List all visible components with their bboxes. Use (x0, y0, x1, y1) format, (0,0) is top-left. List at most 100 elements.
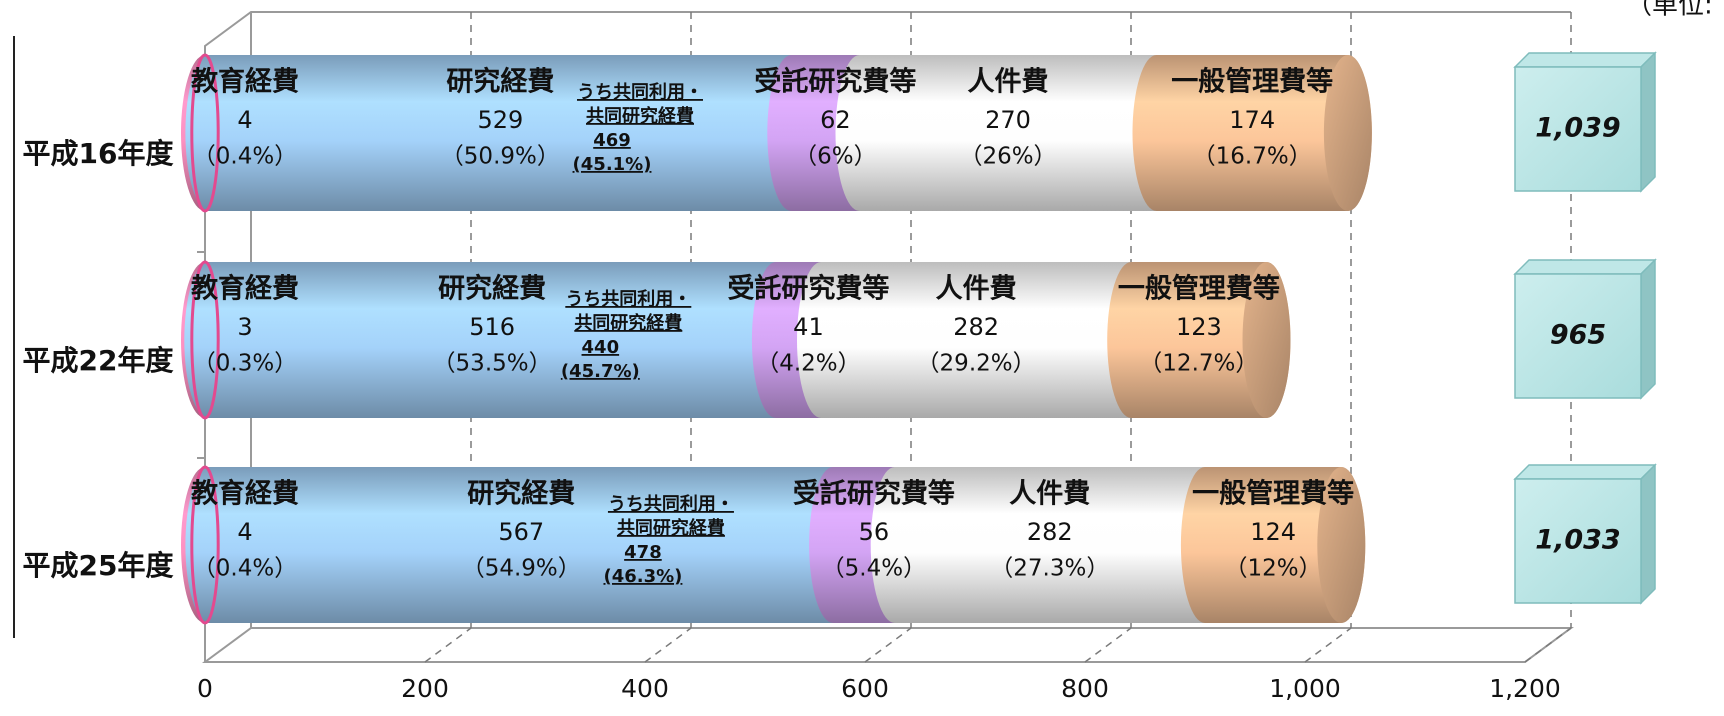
bar-segment (1132, 55, 1372, 211)
segment-percent: （4.2%） (756, 351, 860, 377)
total-box-top (1513, 259, 1657, 275)
segment-percent: （0.4%） (193, 556, 297, 582)
segment-value: 56 (859, 518, 890, 546)
segment-name: 一般管理費等 (1118, 273, 1280, 305)
bar-end-cap (1323, 55, 1372, 211)
bar-segment (185, 55, 816, 211)
bar-start-cap (190, 260, 220, 420)
sub-label: 共同研究経費 (574, 312, 682, 334)
segment-percent: （5.4%） (822, 556, 926, 582)
sub-label: 共同研究経費 (617, 517, 725, 539)
bar-segment (184, 262, 800, 418)
sub-label: うち共同利用・ (577, 81, 703, 103)
gridline-floor (864, 627, 912, 663)
sub-value: 440 (582, 337, 620, 358)
x-tick-label: 400 (621, 674, 669, 703)
segment-name: 一般管理費等 (1192, 478, 1354, 510)
bar-end-cap (1317, 467, 1366, 623)
segment-value: 4 (237, 518, 252, 546)
x-tick-label: 1,200 (1489, 674, 1561, 703)
segment-name: 一般管理費等 (1171, 66, 1333, 98)
total-value: 965 (1550, 320, 1606, 351)
category-label: 平成22年度 (23, 344, 174, 377)
total-value: 1,039 (1535, 113, 1620, 144)
segment-percent: （12.7%） (1139, 351, 1258, 377)
bar-segment (870, 467, 1229, 623)
segment-name: 教育経費 (191, 66, 299, 98)
gridline-floor (644, 627, 692, 663)
total-box-side (1640, 51, 1656, 193)
total-box-side (1640, 258, 1656, 400)
x-tick-label: 200 (401, 674, 449, 703)
sub-percent: (45.1%) (573, 154, 652, 175)
segment-name: 受託研究費等 (754, 66, 916, 98)
segment-name: 研究経費 (438, 273, 546, 305)
bar-start-cap (190, 465, 220, 625)
segment-percent: （0.3%） (193, 351, 297, 377)
total-value: 1,033 (1535, 525, 1620, 556)
totals: 1,039 965 1,033 (1513, 51, 1657, 605)
segment-percent: （29.2%） (917, 351, 1036, 377)
segment-name: 教育経費 (191, 273, 299, 305)
segment-value: 3 (237, 313, 252, 341)
bar-segment (1107, 262, 1291, 418)
segment-name: 人件費 (1009, 479, 1090, 510)
segment-percent: （53.5%） (433, 351, 552, 377)
total-box-top (1513, 464, 1657, 480)
gridline-floor (1304, 627, 1352, 663)
segment-value: 282 (1027, 518, 1073, 546)
segment-name: 教育経費 (191, 478, 299, 510)
bar-segment (797, 262, 1156, 418)
gridline-floor (424, 627, 472, 663)
segment-value: 41 (793, 313, 824, 341)
x-tick-label: 0 (197, 674, 213, 703)
segment-percent: （26%） (959, 144, 1056, 170)
category-label: 平成16年度 (23, 137, 174, 170)
total-box: 965 (1513, 258, 1657, 400)
segment-value: 270 (985, 106, 1031, 134)
gridline-floor (1524, 627, 1572, 663)
sub-label: 共同研究経費 (586, 105, 694, 127)
x-tick-label: 1,000 (1269, 674, 1341, 703)
segment-percent: （27.3%） (990, 556, 1109, 582)
segment-value: 529 (477, 106, 523, 134)
sub-value: 478 (624, 542, 662, 563)
total-box-top (1513, 52, 1657, 68)
total-box-face (1514, 66, 1642, 192)
segment-name: 受託研究費等 (727, 273, 889, 305)
total-box: 1,039 (1513, 51, 1657, 193)
bar-start-cap (190, 53, 220, 213)
total-box-face (1514, 478, 1642, 604)
segment-name: 受託研究費等 (793, 478, 955, 510)
total-box-side (1640, 463, 1656, 605)
segment-value: 174 (1229, 106, 1275, 134)
sub-percent: (45.7%) (561, 361, 640, 382)
segment-value: 567 (498, 518, 544, 546)
segment-name: 研究経費 (446, 66, 554, 98)
segment-value: 124 (1250, 518, 1296, 546)
total-box-face (1514, 273, 1642, 399)
x-tick-label: 600 (841, 674, 889, 703)
segment-percent: （50.9%） (441, 144, 560, 170)
total-box: 1,033 (1513, 463, 1657, 605)
segment-labels: 教育経費 4 （0.4%） 研究経費 529 （50.9%） 受託研究費等 62 （6%） 人件費… (191, 66, 1354, 588)
gridline-floor (1084, 627, 1132, 663)
segment-percent: （0.4%） (193, 144, 297, 170)
segment-percent: （54.9%） (462, 556, 581, 582)
segment-name: 研究経費 (467, 478, 575, 510)
unit-label: （単位: (1626, 0, 1713, 21)
category-label: 平成25年度 (23, 549, 174, 582)
segment-name: 人件費 (936, 274, 1017, 305)
segment-value: 123 (1176, 313, 1222, 341)
sub-label: うち共同利用・ (608, 493, 734, 515)
sub-value: 469 (593, 130, 631, 151)
segment-percent: （12%） (1225, 556, 1322, 582)
segment-value: 516 (469, 313, 515, 341)
bar-segment (835, 55, 1181, 211)
bar-end-cap (1242, 262, 1291, 418)
segment-percent: （6%） (794, 144, 877, 170)
segment-value: 4 (237, 106, 252, 134)
bar-segment (185, 467, 858, 623)
